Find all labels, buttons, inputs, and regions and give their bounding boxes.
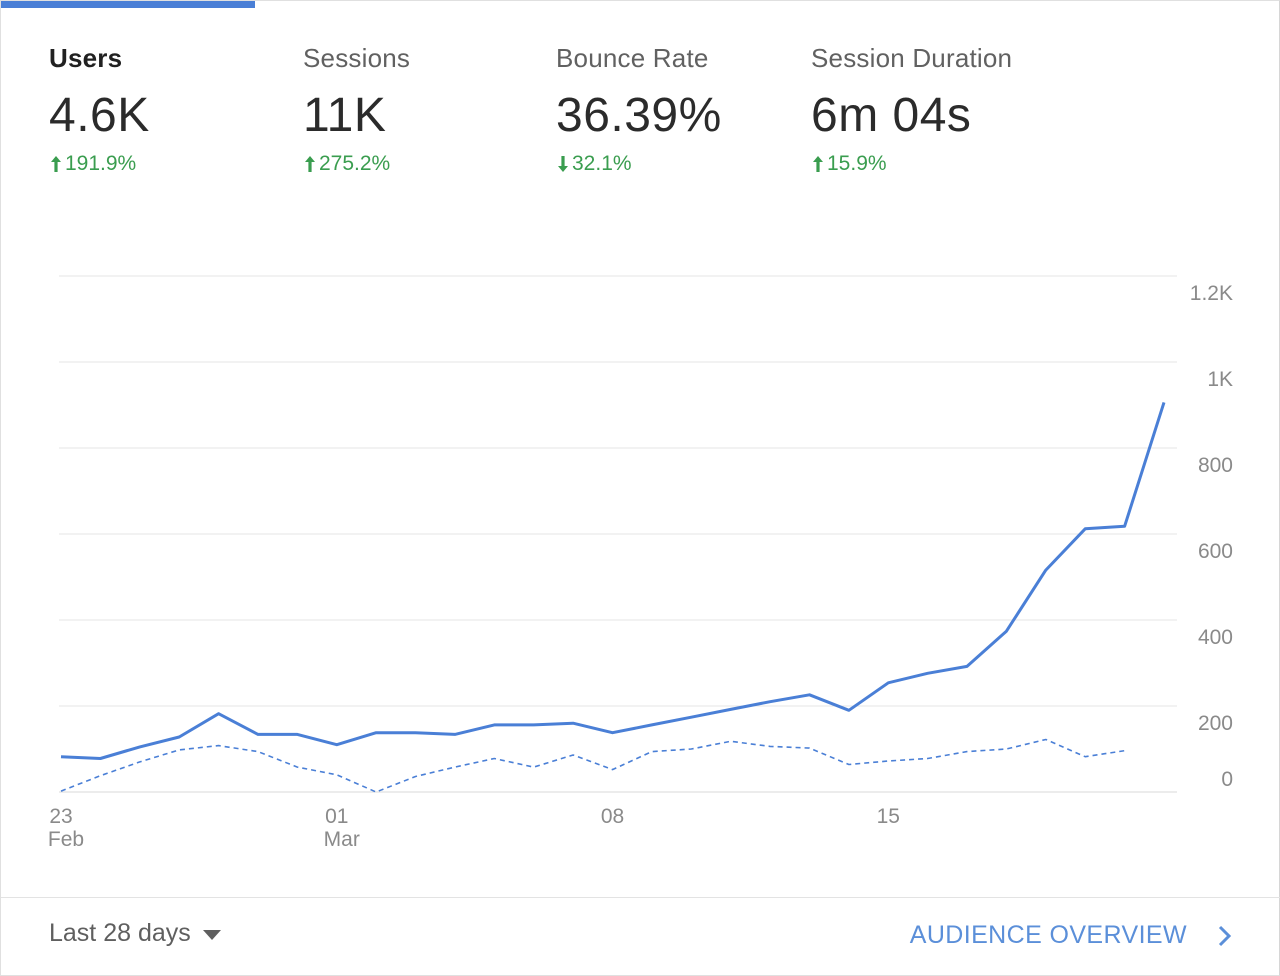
metric-label: Users xyxy=(49,43,123,73)
metric-value: 11K xyxy=(303,89,387,142)
arrow-up-icon xyxy=(305,156,315,172)
y-tick-label: 1.2K xyxy=(1190,282,1233,305)
x-tick-day: 15 xyxy=(877,805,900,828)
active-tab-indicator xyxy=(1,1,255,8)
metric-change-value: 275.2% xyxy=(319,152,391,175)
metric-change: 275.2% xyxy=(303,152,410,176)
date-range-dropdown[interactable]: Last 28 days xyxy=(49,919,221,948)
y-tick-label: 1K xyxy=(1207,368,1233,391)
metric-label: Sessions xyxy=(303,43,411,73)
y-tick-label: 800 xyxy=(1198,454,1233,477)
metric-value: 36.39% xyxy=(556,89,722,142)
footer-divider xyxy=(1,897,1280,898)
users-line-chart: 0 200 400 600 800 1K 1.2K 23 Feb 01 Mar 08 15 xyxy=(1,261,1280,861)
series-line-previous-period xyxy=(60,738,1125,793)
x-tick-day: 08 xyxy=(601,805,624,828)
metric-tab-users[interactable]: Users 4.6K 191.9% xyxy=(49,43,150,176)
metric-value: 6m 04s xyxy=(811,89,972,142)
metric-tab-bounce-rate[interactable]: Bounce Rate 36.39% 32.1% xyxy=(556,43,722,176)
metric-change-value: 15.9% xyxy=(827,152,887,175)
metric-tab-session-duration[interactable]: Session Duration 6m 04s 15.9% xyxy=(811,43,1012,176)
metric-tab-sessions[interactable]: Sessions 11K 275.2% xyxy=(303,43,410,176)
arrow-up-icon xyxy=(813,156,823,172)
metric-label: Bounce Rate xyxy=(556,43,709,73)
y-tick-label: 600 xyxy=(1198,540,1233,563)
date-range-label: Last 28 days xyxy=(49,919,191,947)
x-tick-day: 01 xyxy=(325,805,348,828)
metric-change-value: 191.9% xyxy=(65,152,137,175)
chevron-right-icon xyxy=(1218,925,1232,946)
arrow-down-icon xyxy=(558,156,568,172)
audience-overview-link[interactable]: AUDIENCE OVERVIEW xyxy=(910,921,1235,950)
x-tick-month: Feb xyxy=(48,828,84,851)
arrow-up-icon xyxy=(51,156,61,172)
caret-down-icon xyxy=(202,929,221,940)
metric-change: 32.1% xyxy=(556,152,722,176)
x-tick-month: Mar xyxy=(324,828,360,851)
metric-change: 15.9% xyxy=(811,152,1012,176)
metric-change-value: 32.1% xyxy=(572,152,632,175)
metric-label: Session Duration xyxy=(811,43,1013,73)
series-line-current-period xyxy=(60,401,1166,760)
x-tick-day: 23 xyxy=(49,805,72,828)
audience-overview-label: AUDIENCE OVERVIEW xyxy=(909,921,1187,949)
y-tick-label: 400 xyxy=(1198,626,1233,649)
y-tick-label: 0 xyxy=(1221,768,1233,791)
metric-change: 191.9% xyxy=(49,152,150,176)
metric-value: 4.6K xyxy=(49,89,150,142)
y-tick-label: 200 xyxy=(1198,712,1233,735)
